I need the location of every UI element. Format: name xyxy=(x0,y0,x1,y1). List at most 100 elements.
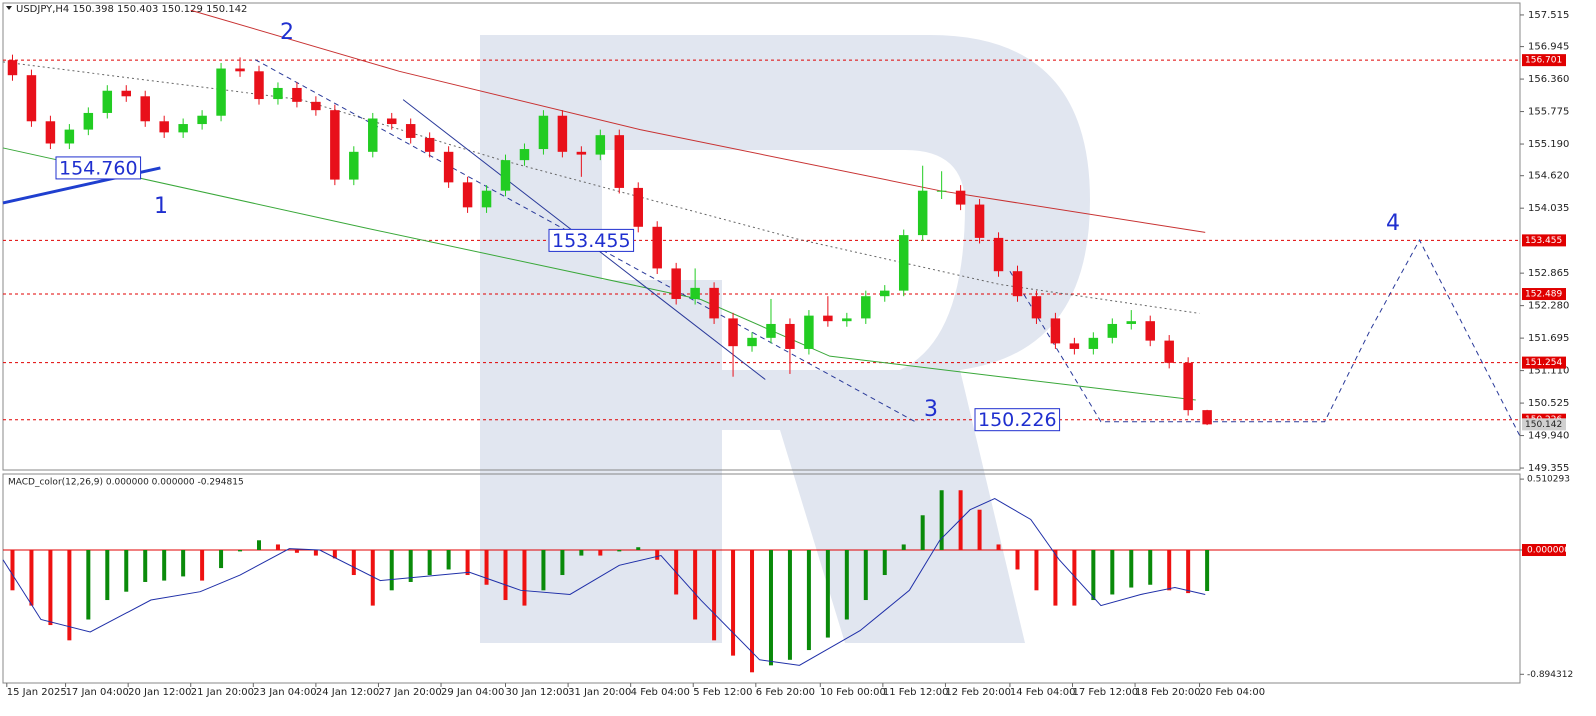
macd-bar xyxy=(465,550,470,576)
candle-body xyxy=(1012,271,1023,297)
candle-body xyxy=(216,68,226,116)
candle-body xyxy=(823,315,833,322)
macd-bar xyxy=(806,550,811,651)
candle-body xyxy=(766,323,776,338)
macd-bar xyxy=(200,550,205,581)
watermark-bowl xyxy=(602,35,1090,643)
chart-title: USDJPY,H4 150.398 150.403 150.129 150.14… xyxy=(16,4,247,15)
y-tick-label: 156.945 xyxy=(1528,42,1569,53)
candle-body xyxy=(292,87,302,102)
candle-body xyxy=(974,204,985,238)
y-tick-label: 151.110 xyxy=(1528,366,1569,377)
candle-body xyxy=(7,60,18,76)
level-tag xyxy=(1522,288,1566,301)
y-tick-label: 154.620 xyxy=(1528,171,1569,182)
macd-bar xyxy=(617,550,622,552)
annotation-label: 153.455 xyxy=(552,230,631,252)
zero-tag xyxy=(1522,544,1566,557)
macd-bar xyxy=(162,550,167,581)
macd-bar xyxy=(427,550,432,576)
candle-body xyxy=(1050,318,1061,344)
y-tick-label: 157.515 xyxy=(1528,10,1569,21)
macd-bar xyxy=(484,550,489,585)
candle-body xyxy=(785,323,795,349)
x-tick-label: 17 Jan 04:00 xyxy=(66,687,129,698)
y-tick-label: 156.360 xyxy=(1528,74,1569,85)
macd-panel xyxy=(2,473,1521,684)
x-tick-label: 12 Feb 20:00 xyxy=(945,687,1011,698)
candle-body xyxy=(955,190,966,205)
macd-bar xyxy=(1072,550,1077,606)
macd-bar xyxy=(1015,550,1020,570)
macd-bar xyxy=(750,550,755,673)
y-tick-label: 155.190 xyxy=(1528,139,1569,150)
macd-bar xyxy=(882,550,887,576)
macd-bar xyxy=(560,550,565,576)
y-tick-label: 155.775 xyxy=(1528,107,1569,118)
candle-body xyxy=(880,290,890,297)
candle-body xyxy=(26,75,37,122)
candle-body xyxy=(804,315,814,349)
macd-bar xyxy=(389,550,394,591)
candle-body xyxy=(917,190,928,236)
level-label: 152.489 xyxy=(1525,290,1562,300)
x-tick-label: 27 Jan 20:00 xyxy=(378,687,441,698)
macd-bar xyxy=(825,550,830,638)
wave-label: 3 xyxy=(924,397,938,422)
macd-bar xyxy=(863,550,868,601)
x-tick-label: 29 Jan 04:00 xyxy=(441,687,504,698)
macd-bar xyxy=(958,490,963,551)
macd-bar xyxy=(332,550,337,559)
macd-bar xyxy=(1186,550,1191,594)
y-tick-label: 151.695 xyxy=(1528,333,1569,344)
wave-label: 2 xyxy=(280,20,294,45)
macd-bar xyxy=(541,550,546,591)
level-label: 151.254 xyxy=(1525,358,1562,368)
y-tick-label: 150.525 xyxy=(1528,398,1569,409)
annotation-box xyxy=(55,156,142,180)
candle-body xyxy=(519,149,530,161)
candle-body xyxy=(898,235,909,291)
macd-bar xyxy=(920,515,925,551)
indicator-line xyxy=(190,9,1206,233)
macd-bar xyxy=(598,550,603,556)
x-tick-label: 5 Feb 12:00 xyxy=(693,687,752,698)
indicator-line xyxy=(2,147,1196,401)
candle-body xyxy=(861,296,871,319)
candle-body xyxy=(1164,340,1174,363)
candle-body xyxy=(368,118,378,152)
candle-body xyxy=(235,68,245,72)
x-tick-label: 11 Feb 12:00 xyxy=(883,687,949,698)
x-tick-label: 20 Jan 12:00 xyxy=(128,687,191,698)
macd-bar xyxy=(86,550,91,620)
macd-bar xyxy=(408,550,413,582)
macd-bar xyxy=(731,550,736,656)
y-tick-label: 149.940 xyxy=(1528,431,1569,442)
x-tick-label: 23 Jan 04:00 xyxy=(253,687,316,698)
x-tick-label: 21 Jan 20:00 xyxy=(191,687,254,698)
candle-body xyxy=(443,151,454,183)
macd-bar xyxy=(1091,550,1096,601)
macd-bar xyxy=(181,550,186,577)
macd-bar xyxy=(10,550,15,591)
candle-body xyxy=(254,71,264,100)
y-tick-label: 0.510293 xyxy=(1527,475,1570,485)
macd-bar xyxy=(787,550,792,660)
level-tag xyxy=(1522,356,1566,369)
candle-body xyxy=(538,115,549,150)
macd-bar xyxy=(256,540,261,551)
candle-body xyxy=(330,110,340,180)
candle-body xyxy=(595,135,606,155)
candle-body xyxy=(178,124,188,133)
macd-bar xyxy=(351,550,356,576)
macd-bar xyxy=(124,550,129,592)
macd-bar xyxy=(579,550,584,556)
candle-body xyxy=(671,268,681,299)
macd-bar xyxy=(1053,550,1058,606)
macd-bar xyxy=(655,550,660,560)
y-tick-label: 149.355 xyxy=(1528,463,1569,474)
candle-body xyxy=(159,121,169,133)
chart-title: MACD_color(12,26,9) 0.000000 0.000000 -0… xyxy=(8,478,244,488)
candle-body xyxy=(993,237,1004,272)
